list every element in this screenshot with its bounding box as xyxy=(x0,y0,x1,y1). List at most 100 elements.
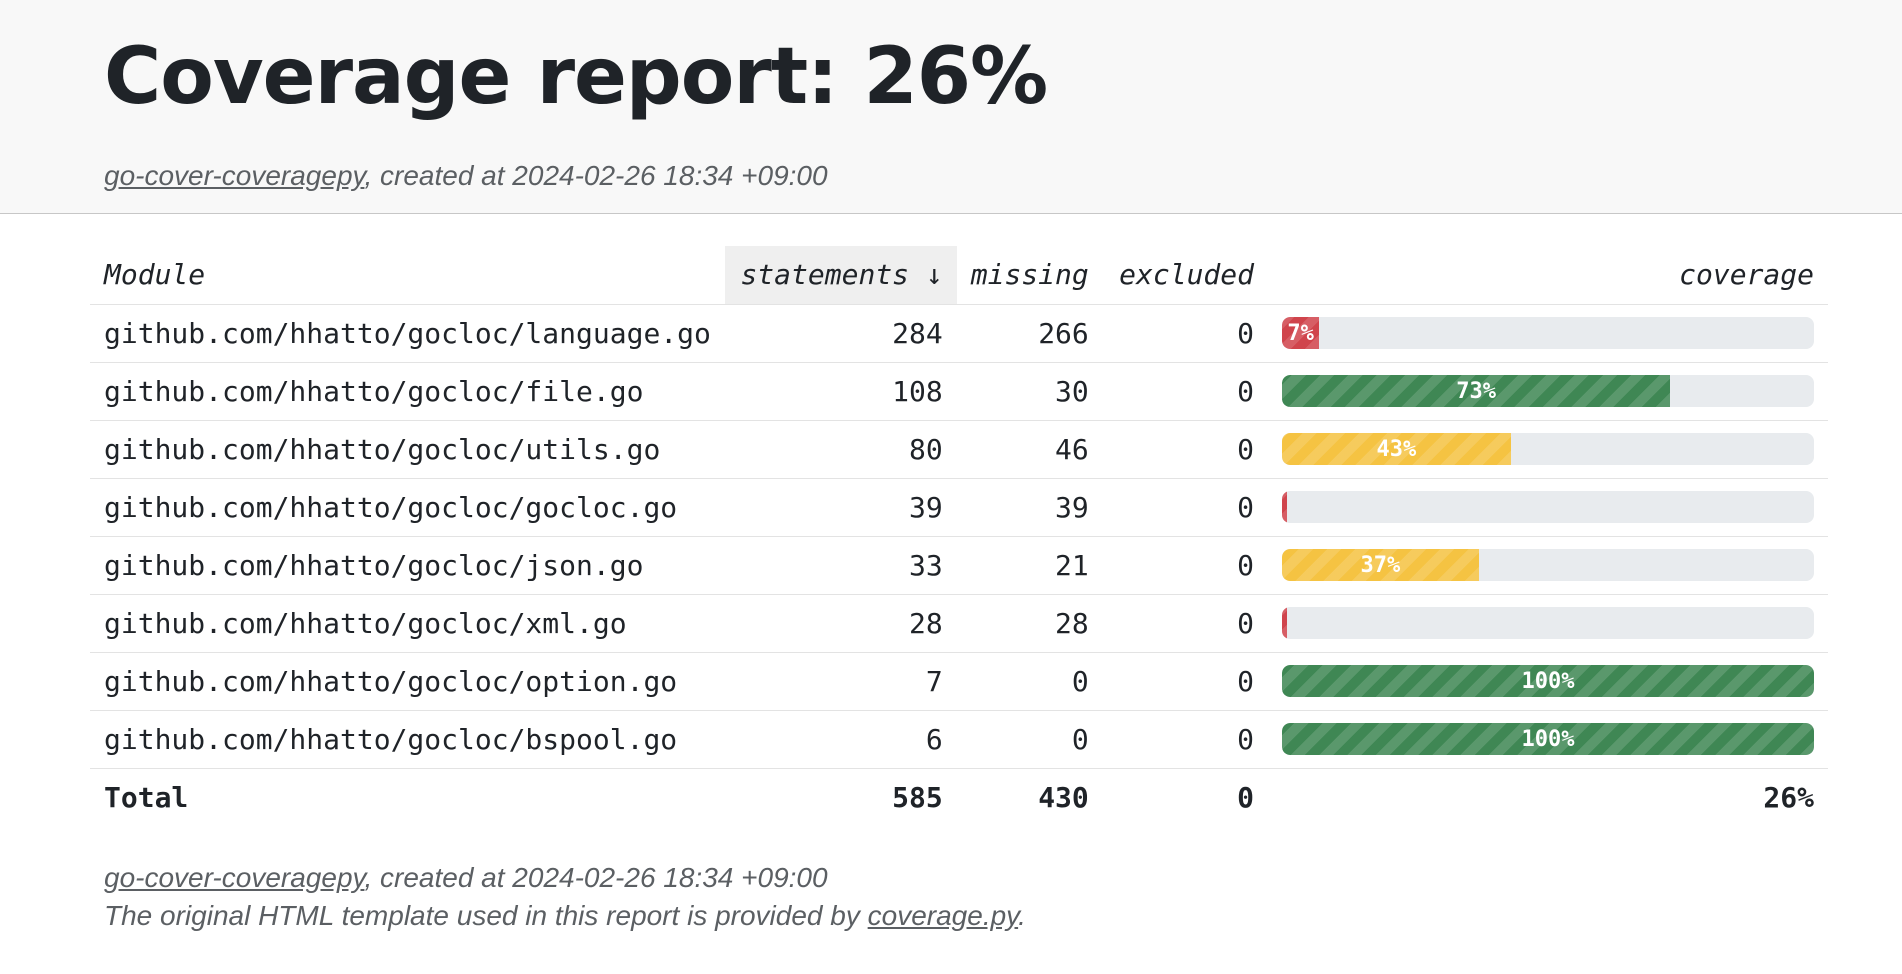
page-title: Coverage report: 26% xyxy=(104,32,1048,122)
footer-template-text: The original HTML template used in this … xyxy=(104,900,868,931)
excluded-cell: 0 xyxy=(1102,594,1268,653)
module-cell: github.com/hhatto/gocloc/option.go xyxy=(90,652,725,711)
coverage-bar: 100% xyxy=(1282,723,1814,755)
coverage-bar: 43% xyxy=(1282,433,1814,465)
excluded-cell: 0 xyxy=(1102,304,1268,363)
table-row: github.com/hhatto/gocloc/file.go 108 30 0 73… xyxy=(90,362,1828,421)
total-coverage: 26% xyxy=(1763,780,1814,814)
coverage-bar-label: 100% xyxy=(1521,668,1575,694)
module-link[interactable]: github.com/hhatto/gocloc/option.go xyxy=(104,664,678,698)
module-link[interactable]: github.com/hhatto/gocloc/file.go xyxy=(104,374,644,408)
report-header: Coverage report: 26% go-cover-coveragepy… xyxy=(0,0,1902,214)
statements-cell: 28 xyxy=(724,594,957,653)
coverage-bar-fill: 43% xyxy=(1282,433,1511,465)
module-cell: github.com/hhatto/gocloc/xml.go xyxy=(90,594,725,653)
coverage-bar: 73% xyxy=(1282,375,1814,407)
coverage-table: Module statements ↓ missing excluded cov… xyxy=(90,246,1828,826)
module-link[interactable]: github.com/hhatto/gocloc/json.go xyxy=(104,548,644,582)
module-link[interactable]: github.com/hhatto/gocloc/bspool.go xyxy=(104,722,678,756)
tool-link[interactable]: go-cover-coveragepy xyxy=(104,160,365,191)
statements-cell: 284 xyxy=(724,304,957,363)
column-header-excluded[interactable]: excluded xyxy=(1102,246,1268,305)
coveragepy-link[interactable]: coverage.py xyxy=(867,900,1019,931)
total-missing: 430 xyxy=(1038,780,1089,814)
table-row: github.com/hhatto/gocloc/utils.go 80 46 0 43… xyxy=(90,420,1828,479)
module-link[interactable]: github.com/hhatto/gocloc/xml.go xyxy=(104,606,627,640)
footer-tool-link[interactable]: go-cover-coveragepy xyxy=(104,862,365,893)
excluded-cell: 0 xyxy=(1102,652,1268,711)
excluded-cell: 0 xyxy=(1102,536,1268,595)
coverage-cell: 73% xyxy=(1268,362,1828,421)
footer-template-end: . xyxy=(1018,900,1026,931)
coverage-bar xyxy=(1282,491,1814,523)
coverage-bar-label: 100% xyxy=(1521,726,1575,752)
statements-cell: 6 xyxy=(724,710,957,769)
footer-created-timestamp: , created at 2024-02-26 18:34 +09:00 xyxy=(364,862,828,893)
coverage-bar-label xyxy=(1282,491,1287,523)
coverage-bar-label: 37% xyxy=(1360,552,1401,578)
coverage-cell: 37% xyxy=(1268,536,1828,595)
excluded-cell: 0 xyxy=(1102,362,1268,421)
coverage-cell xyxy=(1268,594,1828,653)
statements-cell: 7 xyxy=(724,652,957,711)
statements-cell: 108 xyxy=(724,362,957,421)
missing-cell: 0 xyxy=(956,710,1103,769)
coverage-cell: 100% xyxy=(1268,710,1828,769)
module-cell: github.com/hhatto/gocloc/language.go xyxy=(90,304,725,363)
module-link[interactable]: github.com/hhatto/gocloc/language.go xyxy=(104,316,711,350)
table-row: github.com/hhatto/gocloc/json.go 33 21 0 37% xyxy=(90,536,1828,595)
coverage-bar-fill: 100% xyxy=(1282,723,1814,755)
footer-template-line: The original HTML template used in this … xyxy=(104,900,1026,932)
coverage-cell: 100% xyxy=(1268,652,1828,711)
table-row: github.com/hhatto/gocloc/xml.go 28 28 0 xyxy=(90,594,1828,653)
module-cell: github.com/hhatto/gocloc/gocloc.go xyxy=(90,478,725,537)
coverage-bar: 37% xyxy=(1282,549,1814,581)
footer-created-line: go-cover-coveragepy, created at 2024-02-… xyxy=(104,862,828,894)
coverage-bar-fill xyxy=(1282,607,1288,639)
table-header-row: Module statements ↓ missing excluded cov… xyxy=(90,246,1828,305)
total-row: Total 585 430 0 26% xyxy=(90,768,1828,826)
table-row: github.com/hhatto/gocloc/language.go 284 2… xyxy=(90,304,1828,363)
coverage-bar-fill: 73% xyxy=(1282,375,1671,407)
missing-cell: 46 xyxy=(956,420,1103,479)
module-cell: github.com/hhatto/gocloc/bspool.go xyxy=(90,710,725,769)
coverage-bar-label xyxy=(1282,607,1287,639)
coverage-bar-fill: 100% xyxy=(1282,665,1814,697)
coverage-bar: 7% xyxy=(1282,317,1814,349)
coverage-bar-label: 7% xyxy=(1287,320,1314,346)
module-cell: github.com/hhatto/gocloc/json.go xyxy=(90,536,725,595)
total-statements: 585 xyxy=(892,780,943,814)
table-row: github.com/hhatto/gocloc/bspool.go 6 0 0 100… xyxy=(90,710,1828,769)
missing-cell: 28 xyxy=(956,594,1103,653)
missing-cell: 30 xyxy=(956,362,1103,421)
column-header-missing[interactable]: missing xyxy=(956,246,1103,305)
total-label: Total xyxy=(104,780,189,814)
table-row: github.com/hhatto/gocloc/gocloc.go 39 39 0 xyxy=(90,478,1828,537)
coverage-bar: 100% xyxy=(1282,665,1814,697)
header-created-line: go-cover-coveragepy, created at 2024-02-… xyxy=(104,160,828,192)
statements-cell: 39 xyxy=(724,478,957,537)
missing-cell: 0 xyxy=(956,652,1103,711)
total-excluded: 0 xyxy=(1237,780,1254,814)
coverage-bar xyxy=(1282,607,1814,639)
coverage-bar-fill: 37% xyxy=(1282,549,1479,581)
coverage-bar-label: 43% xyxy=(1376,436,1417,462)
column-header-module[interactable]: Module xyxy=(90,246,725,305)
module-cell: github.com/hhatto/gocloc/utils.go xyxy=(90,420,725,479)
module-link[interactable]: github.com/hhatto/gocloc/gocloc.go xyxy=(104,490,678,524)
missing-cell: 266 xyxy=(956,304,1103,363)
statements-cell: 80 xyxy=(724,420,957,479)
statements-cell: 33 xyxy=(724,536,957,595)
excluded-cell: 0 xyxy=(1102,420,1268,479)
column-header-statements[interactable]: statements ↓ xyxy=(724,246,957,305)
excluded-cell: 0 xyxy=(1102,710,1268,769)
column-header-coverage[interactable]: coverage xyxy=(1268,246,1828,305)
module-link[interactable]: github.com/hhatto/gocloc/utils.go xyxy=(104,432,661,466)
coverage-bar-fill xyxy=(1282,491,1288,523)
created-timestamp: , created at 2024-02-26 18:34 +09:00 xyxy=(364,160,828,191)
missing-cell: 21 xyxy=(956,536,1103,595)
module-cell: github.com/hhatto/gocloc/file.go xyxy=(90,362,725,421)
excluded-cell: 0 xyxy=(1102,478,1268,537)
coverage-cell: 43% xyxy=(1268,420,1828,479)
coverage-cell: 7% xyxy=(1268,304,1828,363)
